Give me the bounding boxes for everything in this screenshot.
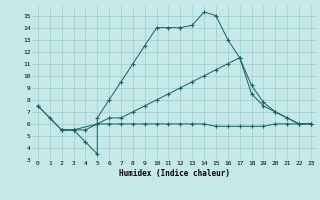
X-axis label: Humidex (Indice chaleur): Humidex (Indice chaleur) [119,169,230,178]
